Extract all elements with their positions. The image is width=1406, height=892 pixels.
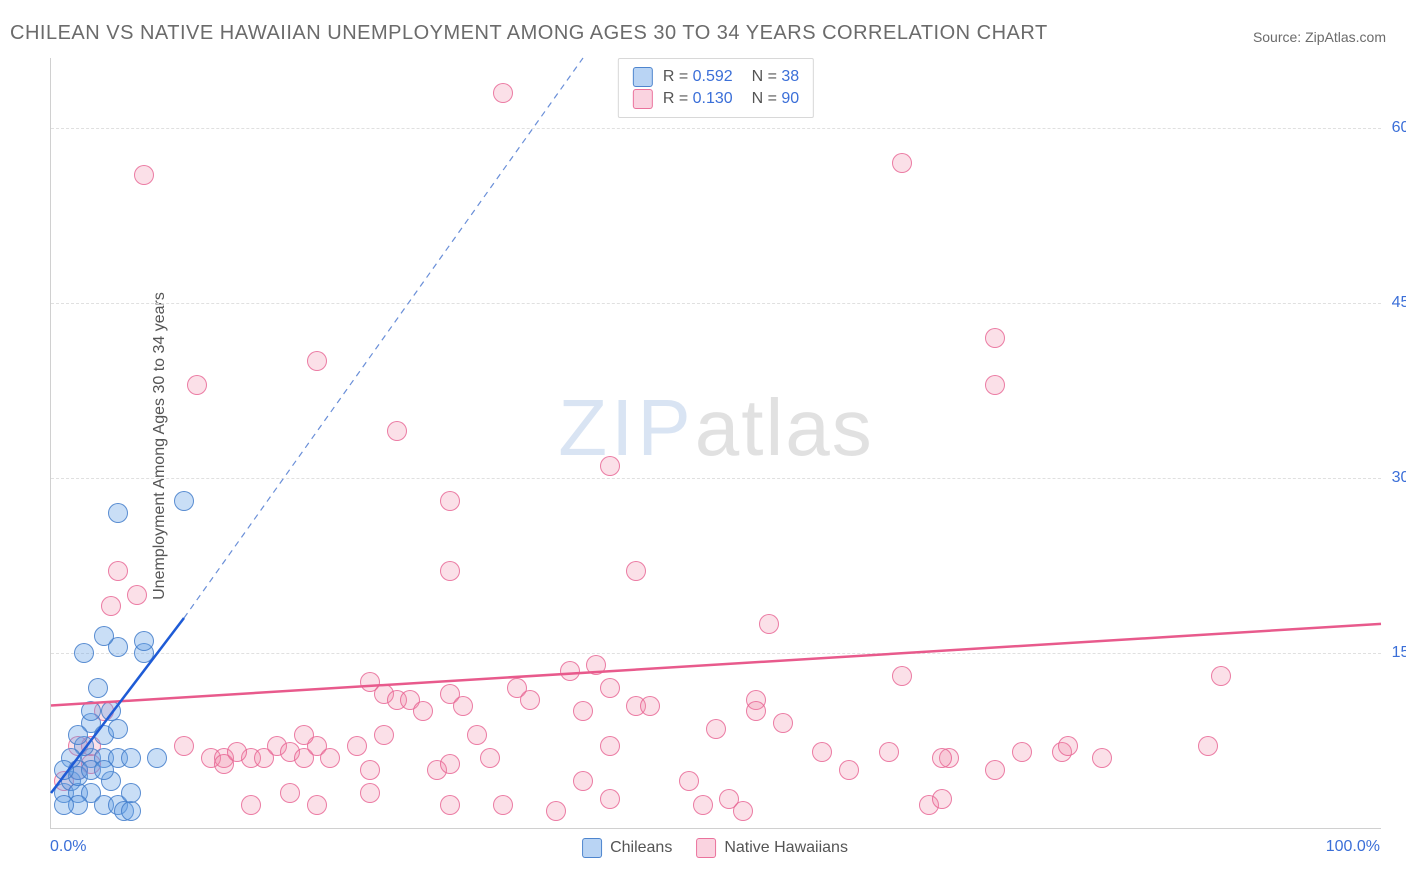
header-row: CHILEAN VS NATIVE HAWAIIAN UNEMPLOYMENT … [10, 22, 1386, 45]
y-tick-label: 60.0% [1387, 119, 1406, 137]
n-label: N = [752, 68, 777, 85]
x-tick-min: 0.0% [50, 838, 86, 856]
legend-label-hawaiians: Native Hawaiians [724, 839, 848, 857]
n-label: N = [752, 90, 777, 107]
chileans-swatch-icon [633, 67, 653, 87]
n-value-hawaiians: 90 [781, 90, 799, 107]
x-tick-max: 100.0% [1326, 838, 1380, 856]
stats-legend: R = 0.592 N = 38 R = 0.130 N = 90 [618, 58, 814, 118]
hawaiians-swatch-icon [696, 838, 716, 858]
hawaiians-swatch-icon [633, 89, 653, 109]
r-value-chileans: 0.592 [693, 68, 733, 85]
chart-title: CHILEAN VS NATIVE HAWAIIAN UNEMPLOYMENT … [10, 22, 1048, 45]
r-label: R = [663, 90, 688, 107]
y-tick-label: 15.0% [1387, 644, 1406, 662]
plot-area: ZIPatlas R = 0.592 N = 38 R = 0.130 N = … [50, 58, 1380, 828]
n-value-chileans: 38 [781, 68, 799, 85]
y-tick-label: 45.0% [1387, 294, 1406, 312]
stats-row-hawaiians: R = 0.130 N = 90 [633, 89, 799, 109]
regression-lines [51, 58, 1381, 828]
legend-label-chileans: Chileans [610, 839, 672, 857]
chileans-swatch-icon [582, 838, 602, 858]
plot-frame: ZIPatlas R = 0.592 N = 38 R = 0.130 N = … [50, 58, 1381, 829]
legend-item-hawaiians: Native Hawaiians [696, 838, 848, 858]
y-tick-label: 30.0% [1387, 469, 1406, 487]
stats-row-chileans: R = 0.592 N = 38 [633, 67, 799, 87]
r-label: R = [663, 68, 688, 85]
legend-bottom: Chileans Native Hawaiians [582, 838, 848, 858]
source-text: Source: ZipAtlas.com [1253, 29, 1386, 45]
legend-item-chileans: Chileans [582, 838, 672, 858]
r-value-hawaiians: 0.130 [693, 90, 733, 107]
